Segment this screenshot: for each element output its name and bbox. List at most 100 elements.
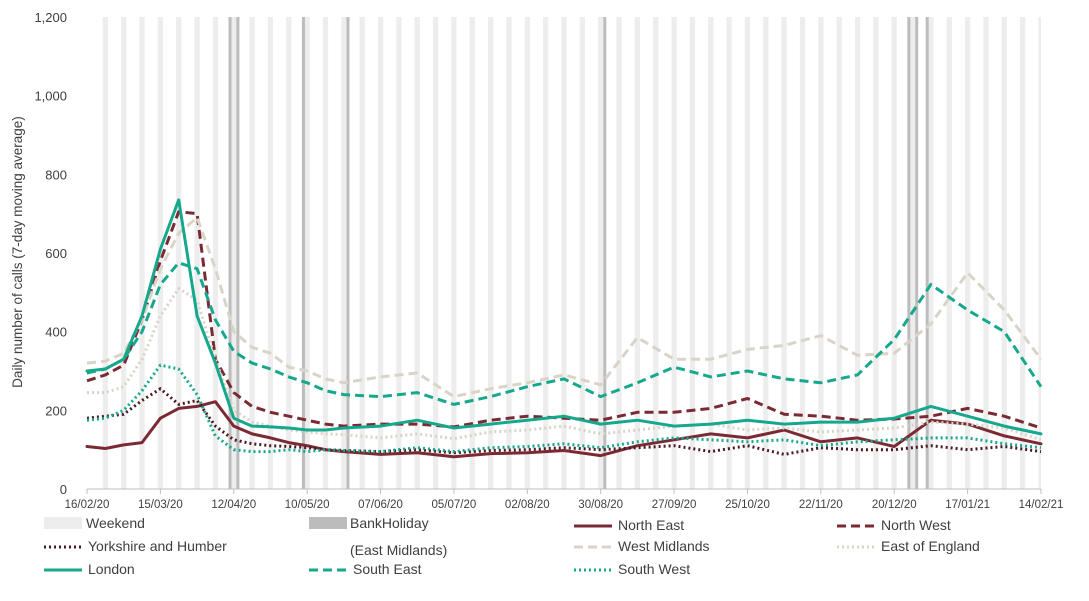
- weekend-band: [781, 17, 787, 489]
- series-line-south-west: [86, 363, 1042, 454]
- series-line-west-midlands: [86, 216, 1043, 399]
- legend-label-south-east: South East: [353, 561, 422, 577]
- weekend-band: [121, 17, 127, 489]
- bank-holiday-band: [915, 17, 919, 489]
- weekend-band: [469, 17, 475, 489]
- weekend-band: [983, 17, 989, 489]
- series-line-south-east: [86, 261, 1043, 406]
- weekend-band: [799, 17, 806, 489]
- weekend-band: [359, 17, 365, 489]
- weekend-band: [102, 17, 108, 489]
- weekend-band: [561, 17, 567, 489]
- weekend-band: [671, 17, 677, 489]
- y-axis-ticks: 0 200 400 600 800 1,000 1,200: [34, 10, 67, 497]
- weekend-band: [598, 17, 604, 489]
- bank-holiday-band: [907, 17, 911, 489]
- y-tick-label: 200: [45, 403, 67, 418]
- x-tick-label: 22/11/20: [799, 499, 843, 511]
- weekend-band: [946, 17, 952, 489]
- x-tick-label: 15/03/20: [138, 499, 183, 511]
- weekend-band: [267, 17, 274, 489]
- x-tick-label: 05/07/20: [432, 499, 477, 511]
- weekend-band: [891, 17, 897, 489]
- weekend-band: [763, 17, 769, 489]
- weekend-band: [744, 17, 751, 489]
- weekend-band: [451, 17, 457, 489]
- weekend-band: [543, 17, 549, 489]
- series-line-london: [85, 198, 1043, 436]
- x-tick-label: 02/08/20: [505, 499, 550, 511]
- x-tick-label: 14/02/21: [1019, 499, 1064, 511]
- weekend-band: [909, 17, 916, 489]
- y-tick-label: 600: [45, 246, 67, 261]
- legend-swatch-bank-holiday: [309, 517, 347, 529]
- weekend-band: [322, 17, 329, 489]
- y-tick-label: 1,200: [34, 10, 67, 25]
- weekend-band: [836, 17, 842, 489]
- bank-holiday-band: [346, 17, 350, 489]
- weekend-band: [854, 17, 861, 489]
- weekend-band: [487, 17, 494, 489]
- weekend-band: [524, 17, 530, 489]
- weekend-band: [249, 17, 255, 489]
- x-axis-ticks: 16/02/20 15/03/20 12/04/20 10/05/20 07/06/20…: [65, 489, 1064, 511]
- bank-holiday-band: [236, 17, 240, 489]
- y-tick-label: 0: [60, 482, 67, 497]
- y-tick-label: 800: [45, 167, 67, 182]
- series-line-east-of-england: [87, 286, 1042, 442]
- weekend-band: [231, 17, 237, 489]
- x-tick-label: 25/10/20: [725, 499, 770, 511]
- weekend-band: [212, 17, 219, 489]
- series-lines: [85, 198, 1043, 459]
- legend: Weekend BankHoliday (East Midlands) North E…: [44, 515, 980, 577]
- legend-label-north-west: North West: [881, 517, 951, 533]
- weekend-band: [139, 17, 145, 489]
- bank-holiday-band: [228, 17, 232, 489]
- weekend-band: [689, 17, 696, 489]
- weekend-band: [616, 17, 622, 489]
- weekend-band: [176, 17, 182, 489]
- weekend-band: [414, 17, 420, 489]
- weekend-band: [341, 17, 347, 489]
- weekend-band: [286, 17, 292, 489]
- bank-holiday-band: [925, 17, 929, 489]
- legend-label-yorkshire-and-humber: Yorkshire and Humber: [88, 538, 227, 554]
- weekend-band: [506, 17, 512, 489]
- weekend-band: [1001, 17, 1007, 489]
- weekend-band: [726, 17, 732, 489]
- weekend-band: [964, 17, 971, 489]
- legend-label-london: London: [88, 561, 135, 577]
- x-tick-label: 17/01/21: [945, 499, 990, 511]
- legend-label-weekend: Weekend: [86, 515, 145, 531]
- legend-label-west-midlands: West Midlands: [618, 538, 710, 554]
- y-tick-label: 1,000: [34, 89, 67, 104]
- y-tick-label: 400: [45, 325, 67, 340]
- legend-swatch-weekend: [44, 517, 82, 529]
- bank-holiday-band: [301, 17, 305, 489]
- bank-holiday-bands: [228, 17, 929, 489]
- weekend-band: [396, 17, 402, 489]
- weekend-band: [194, 17, 200, 489]
- weekend-band: [708, 17, 714, 489]
- legend-label-bank-holiday-sub: (East Midlands): [350, 542, 447, 558]
- series-line-yorkshire-and-humber: [86, 387, 1042, 456]
- series-line-north-west: [86, 210, 1042, 430]
- weekend-band: [432, 17, 439, 489]
- weekend-band: [873, 17, 879, 489]
- series-line-north-east: [85, 400, 1043, 459]
- weekend-band: [377, 17, 384, 489]
- weekend-band: [634, 17, 641, 489]
- x-tick-label: 07/06/20: [358, 499, 403, 511]
- x-tick-label: 16/02/20: [65, 499, 110, 511]
- weekend-band: [818, 17, 824, 489]
- weekend-band: [304, 17, 310, 489]
- y-axis-title: Daily number of calls (7-day moving aver…: [10, 116, 25, 388]
- x-tick-label: 20/12/20: [872, 499, 917, 511]
- weekend-band: [1020, 17, 1026, 489]
- legend-label-bank-holiday: BankHoliday: [350, 515, 429, 531]
- x-tick-label: 12/04/20: [211, 499, 256, 511]
- x-tick-label: 30/08/20: [578, 499, 623, 511]
- weekend-bands: [102, 17, 1041, 489]
- legend-label-south-west: South West: [618, 561, 690, 577]
